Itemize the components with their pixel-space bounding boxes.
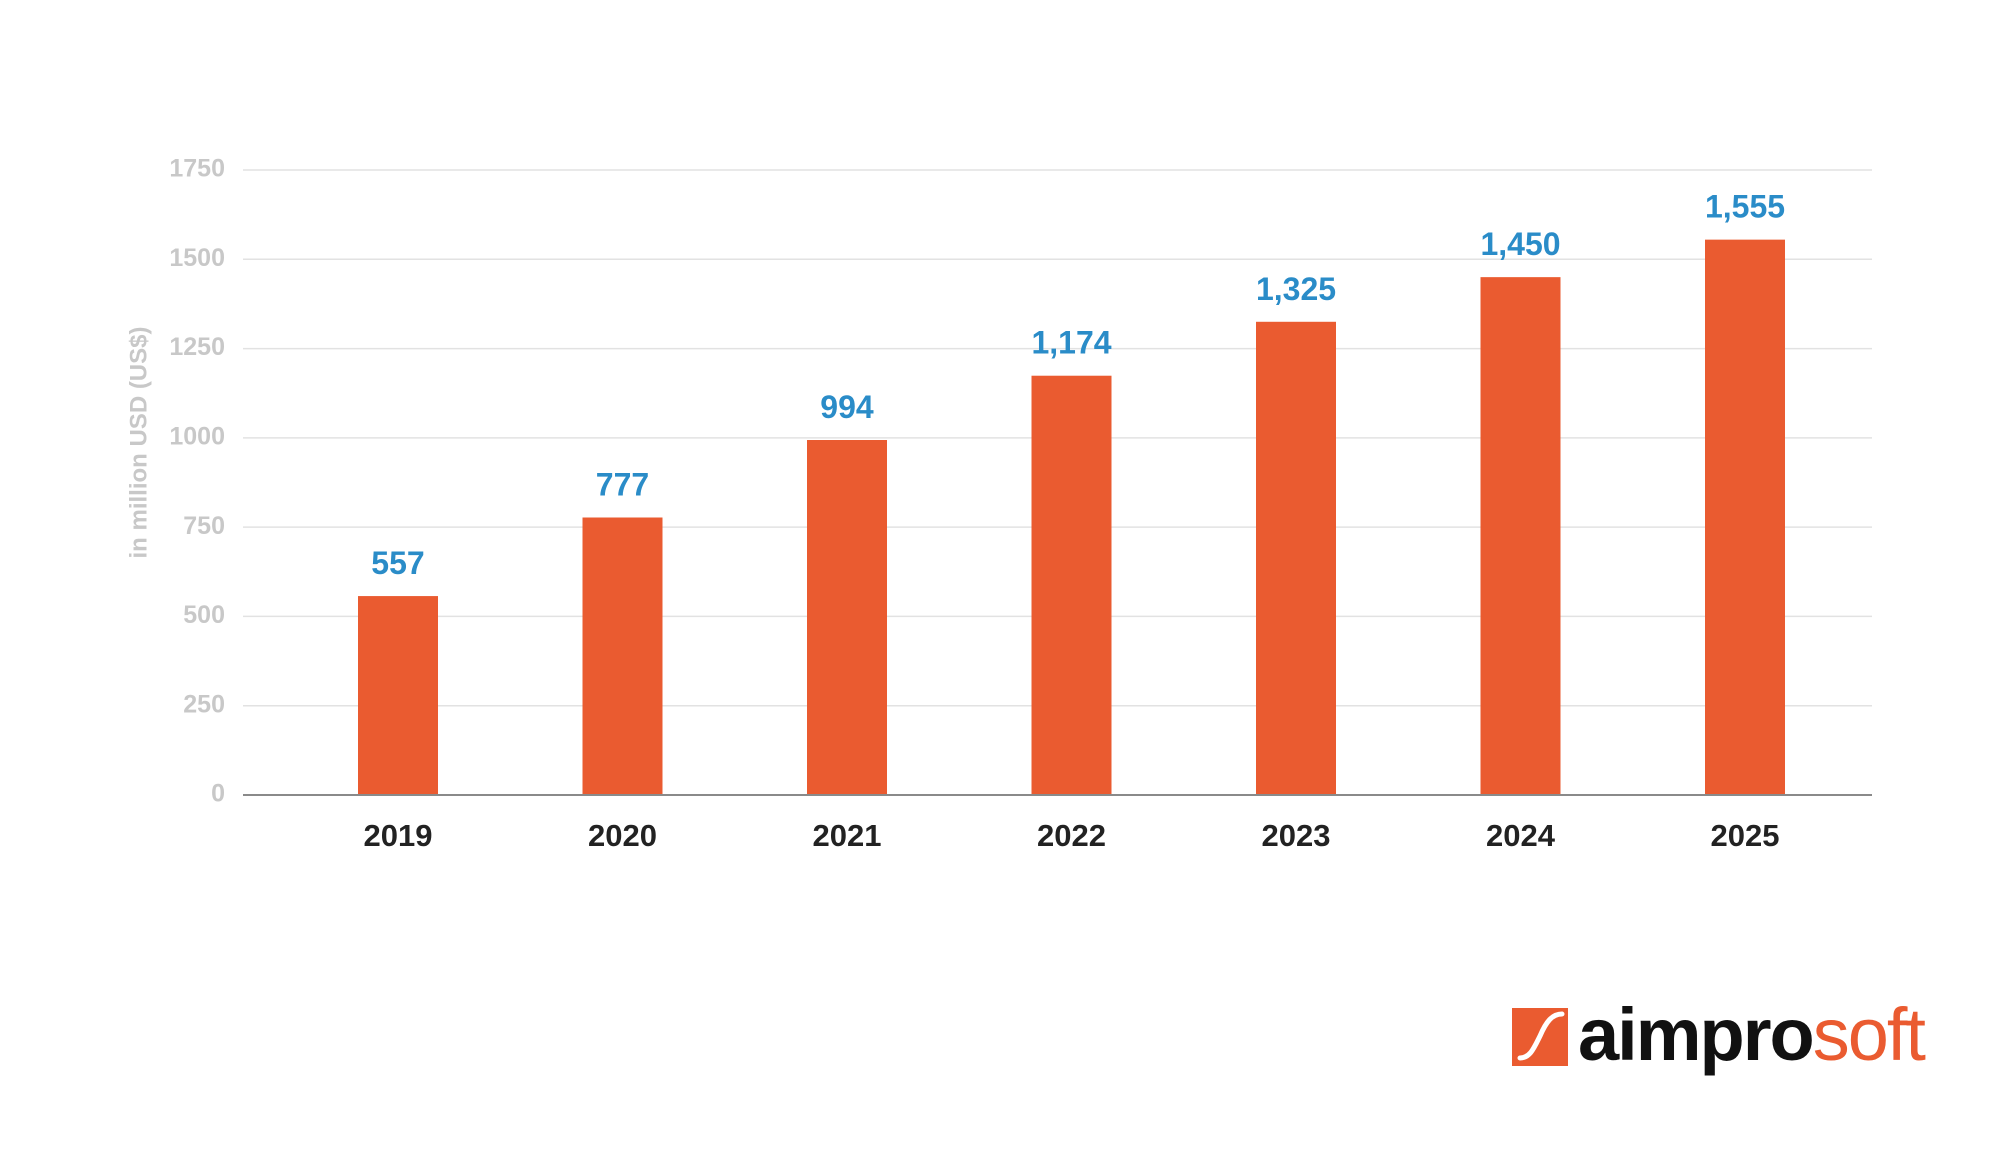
- bar-2024: [1480, 277, 1561, 796]
- bar-2020: [582, 517, 663, 795]
- data-label-2023: 1,325: [1256, 271, 1336, 307]
- bars: [358, 239, 1785, 796]
- x-tick-label: 2020: [588, 818, 657, 853]
- data-label-2025: 1,555: [1705, 189, 1785, 225]
- aimprosoft-logo-icon: [1512, 1008, 1568, 1066]
- x-tick-label: 2022: [1037, 818, 1106, 853]
- y-tick-label: 500: [183, 601, 225, 629]
- bar-2021: [807, 440, 887, 795]
- data-labels: 557 777 994 1,174 1,325 1,450 1,555: [371, 189, 1785, 581]
- bar-2022: [1031, 375, 1112, 795]
- x-tick-label: 2023: [1262, 818, 1331, 853]
- data-label-2020: 777: [596, 467, 649, 503]
- y-tick-label: 1250: [169, 333, 225, 361]
- data-label-2019: 557: [371, 545, 424, 581]
- y-tick-label: 1000: [169, 422, 225, 450]
- logo-wordmark-dark: aimpro: [1578, 993, 1813, 1076]
- aimprosoft-logo: aimprosoft: [1512, 993, 1928, 1076]
- data-label-2024: 1,450: [1480, 226, 1560, 262]
- bar-2025: [1705, 239, 1785, 796]
- y-tick-label: 1500: [169, 244, 225, 272]
- data-label-2022: 1,174: [1031, 325, 1111, 361]
- x-axis-labels: 2019 2020 2021 2022 2023 2024 2025: [364, 818, 1780, 853]
- x-tick-label: 2021: [813, 818, 882, 853]
- y-axis-title: in million USD (US$): [125, 326, 152, 558]
- logo-wordmark-accent: soft: [1813, 993, 1927, 1076]
- data-label-2021: 994: [820, 389, 874, 425]
- x-tick-label: 2025: [1711, 818, 1780, 853]
- y-tick-label: 0: [211, 780, 225, 808]
- bar-2023: [1256, 321, 1336, 795]
- x-tick-label: 2024: [1486, 818, 1556, 853]
- y-tick-label: 250: [183, 690, 225, 718]
- y-tick-label: 1750: [169, 155, 225, 183]
- bar-2019: [358, 596, 438, 795]
- y-tick-label: 750: [183, 512, 225, 540]
- y-axis-ticks: 0 250 500 750 1000 1250 1500 1750: [169, 155, 225, 808]
- logo-wordmark: aimprosoft: [1578, 993, 1926, 1076]
- x-tick-label: 2019: [364, 818, 433, 853]
